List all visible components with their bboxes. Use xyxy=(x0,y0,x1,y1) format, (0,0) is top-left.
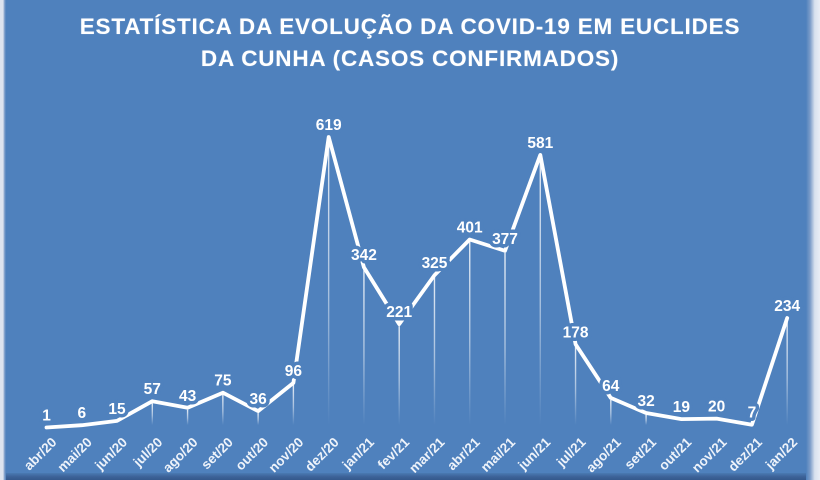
x-axis-label: set/20 xyxy=(198,435,236,473)
x-axis-label: ago/20 xyxy=(160,435,201,476)
slide-edge-right xyxy=(806,0,820,480)
chart-title: ESTATÍSTICA DA EVOLUÇÃO DA COVID-19 EM E… xyxy=(0,11,820,75)
data-label: 377 xyxy=(492,231,518,248)
x-axis-label: nov/21 xyxy=(689,434,730,475)
data-labels: 1 6 15 57 43 75 36 96 619 342 221 325 401 377 581 178 64… xyxy=(39,114,804,429)
slide-edge-left xyxy=(0,0,6,480)
x-axis-label: dez/20 xyxy=(302,435,342,475)
data-label: 43 xyxy=(179,388,197,405)
x-axis-label: mai/20 xyxy=(55,435,95,475)
data-label: 75 xyxy=(214,373,232,390)
x-axis-label: abr/20 xyxy=(21,435,60,474)
x-axis-label: nov/20 xyxy=(266,435,307,476)
data-label: 15 xyxy=(108,401,126,418)
data-label: 64 xyxy=(602,378,620,395)
data-label: 19 xyxy=(673,399,691,416)
data-label: 619 xyxy=(316,117,342,134)
data-label: 342 xyxy=(351,247,377,264)
data-label: 581 xyxy=(527,135,553,152)
x-axis-label: jun/21 xyxy=(514,434,553,473)
data-label: 1 xyxy=(42,408,51,425)
x-axis-label: jan/22 xyxy=(762,435,800,473)
x-axis-label: jun/20 xyxy=(91,435,130,474)
x-axis-label: dez/21 xyxy=(725,434,765,474)
slide-edge-bottom xyxy=(0,473,820,480)
x-axis-label: out/20 xyxy=(233,435,272,474)
data-label: 32 xyxy=(637,393,654,410)
data-label: 7 xyxy=(748,405,757,422)
chart-title-line2: DA CUNHA (CASOS CONFIRMADOS) xyxy=(200,46,620,71)
x-axis-label: mar/21 xyxy=(406,434,448,476)
chart-title-line1: ESTATÍSTICA DA EVOLUÇÃO DA COVID-19 EM E… xyxy=(79,14,741,39)
data-label: 401 xyxy=(457,220,483,237)
x-axis-label: jan/21 xyxy=(339,434,378,473)
data-label: 96 xyxy=(285,363,303,380)
data-label: 178 xyxy=(563,324,589,341)
x-axis-label: abr/21 xyxy=(444,434,483,473)
data-label: 6 xyxy=(77,405,86,422)
data-label: 36 xyxy=(249,391,267,408)
x-axis-label: set/21 xyxy=(622,434,660,472)
data-label: 234 xyxy=(774,298,800,315)
data-label: 20 xyxy=(708,399,725,416)
x-axis-label: mai/21 xyxy=(478,434,519,475)
x-axis-label: out/21 xyxy=(656,434,695,473)
data-label: 325 xyxy=(422,255,448,272)
data-label: 57 xyxy=(144,381,161,398)
data-label: 221 xyxy=(386,304,412,321)
x-axis-label: ago/21 xyxy=(583,434,624,475)
drop-lines xyxy=(151,139,788,425)
trend-line xyxy=(44,135,790,430)
